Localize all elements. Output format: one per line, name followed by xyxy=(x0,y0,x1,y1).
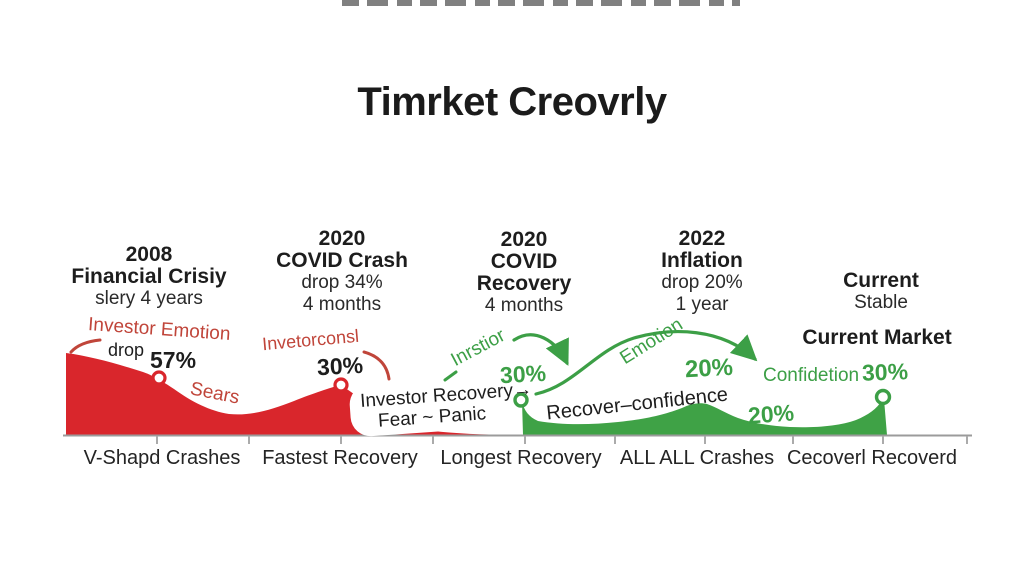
annotation-20pct-lower: 20% xyxy=(747,399,795,429)
annotation-30pct-green-left: 30% xyxy=(499,359,547,389)
phase-detail: 1 year xyxy=(675,294,729,315)
annotation-20pct-upper: 20% xyxy=(684,353,734,384)
annotation-drop: drop xyxy=(108,340,145,360)
axis-label-longest-recovery: Longest Recovery xyxy=(440,447,602,469)
phase-year: 2008 xyxy=(125,243,173,266)
phase-name: Financial Crisiy xyxy=(71,265,227,288)
phase-year: 2020 xyxy=(500,228,548,251)
phase-year: 2022 xyxy=(678,227,726,250)
phase-name: Current xyxy=(843,269,919,292)
phase-detail: slery 4 years xyxy=(95,288,203,309)
phase-name: Inflation xyxy=(661,249,743,272)
phase-header-covid-crash: 2020 COVID Crash drop 34% 4 months xyxy=(276,228,408,316)
phase-name: COVID Crash xyxy=(276,249,408,272)
annotation-57pct: 57% xyxy=(150,347,197,373)
red-curve-stroke xyxy=(362,350,391,381)
green-arrow-left xyxy=(512,333,569,366)
marker-30pct-green-right xyxy=(874,388,892,406)
current-market-heading: Current Market xyxy=(802,326,952,349)
marker-30pct-red xyxy=(333,377,349,393)
label-pill xyxy=(349,375,511,437)
marker-30pct-green-left xyxy=(513,392,529,408)
phase-detail: Stable xyxy=(854,292,908,313)
axis-label-fastest-recovery: Fastest Recovery xyxy=(262,447,418,469)
green-dash-stroke xyxy=(443,370,458,382)
marker-57pct xyxy=(151,370,167,386)
page-title: Timrket Creovrly xyxy=(357,80,667,124)
phase-name: Recovery xyxy=(476,272,572,295)
phase-year: 2020 xyxy=(318,227,366,250)
crash-area-red xyxy=(66,353,523,435)
phase-detail: drop 20% xyxy=(661,272,743,293)
green-arrow-right xyxy=(534,330,758,396)
phase-header-covid-recovery: 2020 COVID Recovery 4 months xyxy=(477,229,572,317)
phase-detail: drop 34% xyxy=(301,272,383,293)
phase-detail: 4 months xyxy=(302,294,382,315)
phase-name: COVID xyxy=(490,250,558,273)
red-swash-stroke xyxy=(69,338,102,354)
phase-header-2008-crisis: 2008 Financial Crisiy slery 4 years xyxy=(71,244,226,310)
annotation-confidetion: Confidetion xyxy=(763,365,860,386)
annotation-30pct-red: 30% xyxy=(316,351,364,381)
annotation-30pct-green-right: 30% xyxy=(861,358,909,386)
recovery-area-green xyxy=(522,399,887,435)
phase-header-current: Current Stable xyxy=(843,270,919,314)
x-axis-ticks xyxy=(156,436,968,444)
phase-detail: 4 months xyxy=(484,295,564,316)
cropped-top-text-fragment xyxy=(342,0,740,6)
axis-label-v-shaped-crashes: V-Shapd Crashes xyxy=(83,447,241,469)
phase-header-inflation: 2022 Inflation drop 20% 1 year xyxy=(661,228,743,316)
axis-label-all-crashes: ALL ALL Crashes xyxy=(619,447,775,469)
axis-label-recovered: Cecoverl Recoverd xyxy=(786,447,958,469)
